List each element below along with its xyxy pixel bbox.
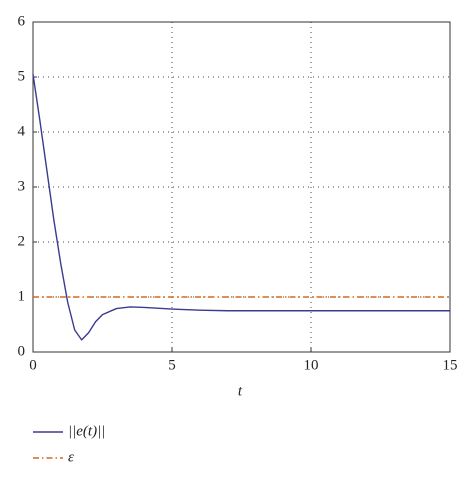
x-tick-label: 0 <box>29 357 37 373</box>
y-tick-label: 4 <box>18 123 26 139</box>
y-tick-label: 2 <box>18 233 26 249</box>
x-tick-label: 10 <box>304 357 319 373</box>
y-tick-label: 6 <box>18 13 26 29</box>
plot-frame <box>32 21 451 353</box>
y-tick-label: 1 <box>18 288 26 304</box>
y-tick-label: 3 <box>18 178 26 194</box>
legend-label: ε <box>68 449 74 465</box>
x-tick-label: 15 <box>443 357 458 373</box>
y-tick-label: 0 <box>18 343 26 359</box>
legend-label: ||e(t)|| <box>68 423 105 439</box>
y-tick-label: 5 <box>18 68 26 84</box>
x-axis-label: t <box>238 383 243 399</box>
series-line <box>32 74 450 341</box>
x-tick-label: 5 <box>168 357 176 373</box>
